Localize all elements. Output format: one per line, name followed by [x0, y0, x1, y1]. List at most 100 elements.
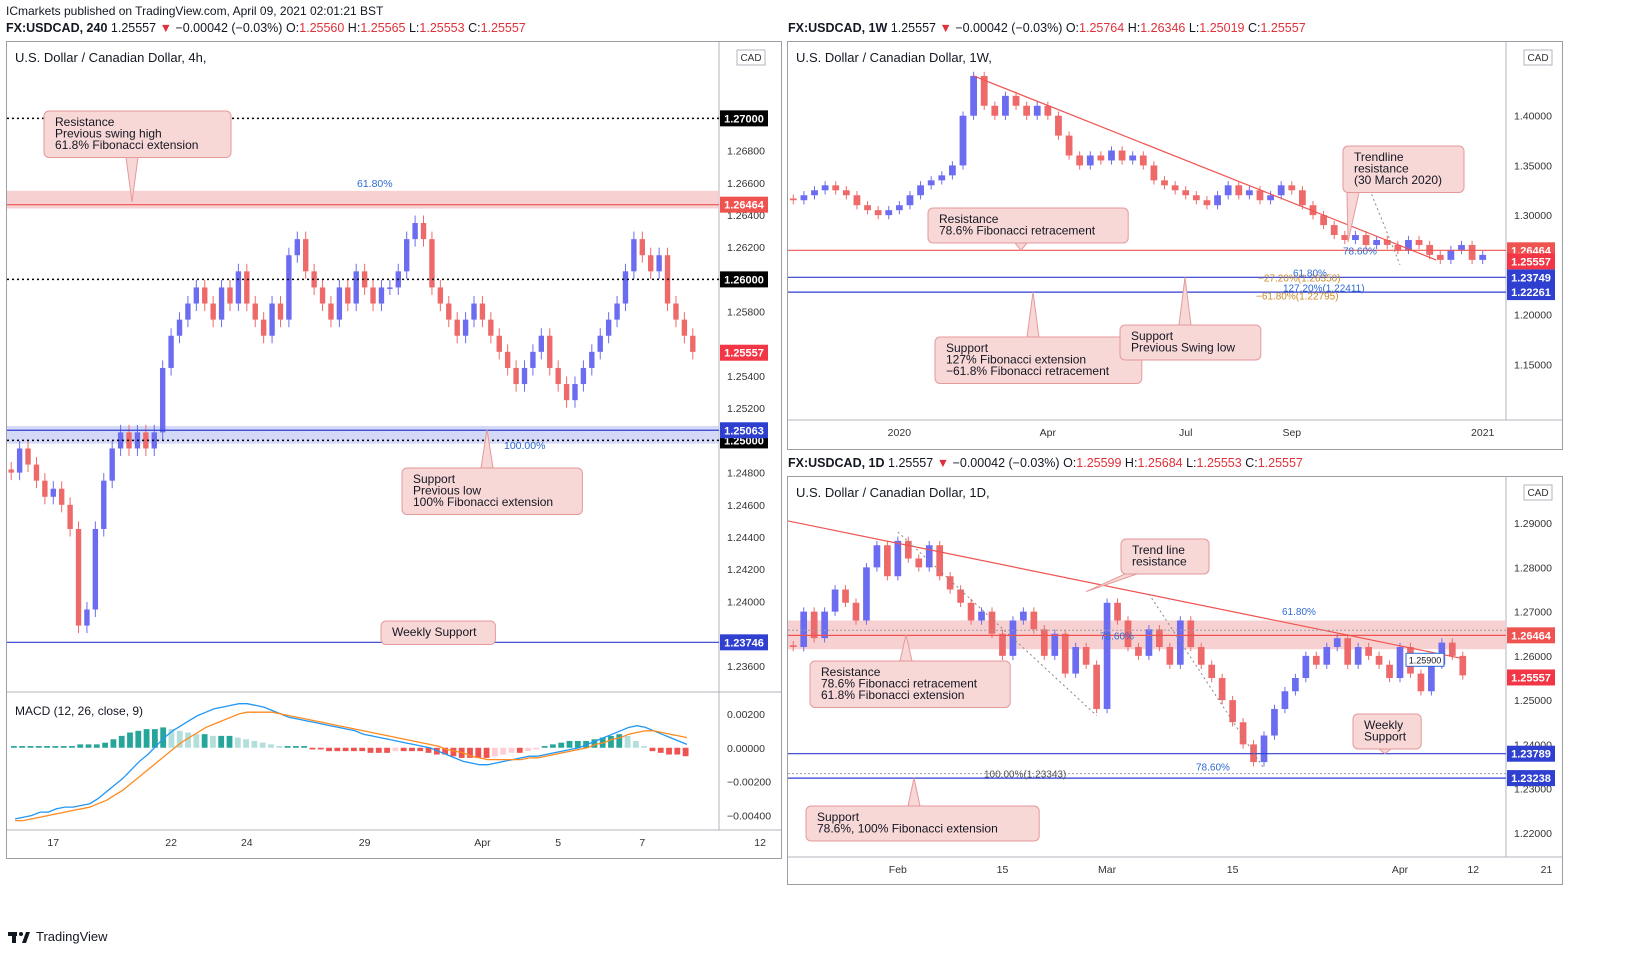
- candle-body: [1299, 190, 1306, 206]
- macd-hist-bar: [309, 747, 316, 750]
- candle-body: [1224, 185, 1232, 196]
- candle-body: [143, 432, 149, 449]
- macd-hist-bar: [508, 747, 515, 753]
- candle-body: [690, 335, 696, 352]
- candle-body: [885, 210, 893, 216]
- price-tag-box: [1405, 652, 1445, 667]
- weekly-support-callout-box: [1352, 713, 1422, 750]
- candle-body: [622, 271, 629, 304]
- macd-hist-bar: [268, 744, 274, 748]
- candle-body: [1415, 240, 1423, 245]
- level-price-tag-bg: [1507, 269, 1555, 286]
- x-tick-label: Apr: [1040, 427, 1057, 439]
- y-tick-label: 1.24800: [727, 468, 765, 480]
- candle-body: [1166, 647, 1174, 665]
- candle-body: [991, 105, 999, 116]
- h4-chart-svg[interactable]: 1.26800 1.26600 1.26400 1.26200 1.25800 1.254…: [7, 42, 781, 858]
- level-price-tag: 1.23238: [1511, 773, 1551, 785]
- candle-body: [1260, 735, 1268, 763]
- level-price-tag: 1.26464: [1511, 245, 1552, 257]
- macd-hist-bar: [77, 744, 84, 748]
- level-price-tag-bg: [720, 634, 768, 651]
- candle-body: [1277, 185, 1285, 196]
- support-callout-box: [401, 467, 583, 515]
- w1-chart-svg[interactable]: 1.40000 1.35000 1.30000 1.20000 1.15000 2020 A…: [788, 42, 1562, 449]
- level-price-tag-bg: [720, 422, 768, 439]
- x-tick-label: 7: [639, 837, 645, 849]
- macd-hist-bar: [127, 732, 133, 748]
- candle-body: [800, 611, 808, 648]
- candle-body: [353, 271, 359, 304]
- x-tick-label: 24: [241, 837, 253, 849]
- resistance-callout-line: 61.8% Fibonacci extension: [55, 138, 198, 152]
- candle-body: [1245, 190, 1253, 196]
- candle-body: [1051, 633, 1059, 656]
- w1-close: 1.25557: [1260, 21, 1306, 35]
- candle-body: [252, 303, 258, 320]
- candle-body: [547, 335, 553, 368]
- x-tick-label: 21: [1541, 864, 1553, 876]
- candle-body: [202, 287, 208, 304]
- swing-low-callout-pointer: [1178, 277, 1192, 326]
- fib-label: 78.60%: [1343, 246, 1377, 257]
- candle-body: [84, 609, 90, 626]
- fib-label: 127.20%(1.22411): [1283, 284, 1365, 295]
- candle-body: [938, 175, 946, 181]
- level-price-tag: 1.25063: [724, 425, 764, 437]
- d1-chart-panel[interactable]: 1.29000 1.28000 1.27000 1.26000 1.25000 1.240…: [787, 476, 1563, 885]
- candle-body: [957, 589, 964, 603]
- y-tick-label: 1.20000: [1514, 310, 1552, 322]
- macd-hist-bar: [276, 746, 283, 748]
- swing-low-callout-line: Support: [1131, 329, 1174, 343]
- y-tick-label: 1.30000: [1514, 210, 1552, 222]
- macd-hist-bar: [417, 747, 424, 752]
- macd-hist-bar: [243, 739, 249, 748]
- h4-chart-panel[interactable]: 1.26800 1.26600 1.26400 1.26200 1.25800 1.254…: [6, 41, 782, 859]
- candle-body: [1267, 195, 1274, 201]
- macd-hist-bar: [226, 735, 233, 748]
- d1-chart-svg[interactable]: 1.290001.280001.270001.260001.250001.240…: [788, 477, 1562, 884]
- macd-hist-bar: [500, 747, 507, 755]
- y-tick-label: 1.22000: [1514, 828, 1552, 840]
- level-price-tag-bg: [1507, 627, 1555, 644]
- macd-hist-bar: [616, 734, 623, 748]
- candle-body: [959, 115, 967, 166]
- macd-hist-bar: [102, 742, 109, 748]
- candle-body: [789, 198, 797, 201]
- y-tick-label: 1.24400: [727, 532, 765, 544]
- macd-hist-bar: [168, 729, 175, 748]
- candle-body: [811, 190, 818, 196]
- level-price-tag-bg: [1507, 284, 1555, 301]
- signal-line: [15, 711, 688, 822]
- candle-body: [1330, 225, 1338, 236]
- y-tick-label: 1.28000: [1514, 562, 1552, 574]
- x-tick-label: Sep: [1282, 427, 1301, 439]
- y-tick-label: 1.35000: [1514, 160, 1552, 172]
- w1-high: 1.26346: [1140, 21, 1186, 35]
- swing-low-callout-line: Previous Swing low: [1131, 341, 1235, 355]
- support-callout-line: Previous low: [413, 484, 481, 498]
- candle-body: [1281, 691, 1289, 709]
- candle-body: [471, 303, 477, 320]
- candle-body: [244, 271, 250, 304]
- candle-body: [370, 287, 376, 304]
- macd-hist-bar: [176, 730, 183, 748]
- candle-body: [1182, 190, 1190, 196]
- candle-body: [1292, 678, 1299, 692]
- macd-hist-bar: [201, 734, 208, 748]
- w1-low: 1.25019: [1199, 21, 1245, 35]
- level-price-tag: 1.26464: [1511, 630, 1552, 642]
- macd-hist-bar: [475, 747, 482, 758]
- candle-body: [831, 589, 839, 612]
- trendline-callout-line: Trendline: [1354, 150, 1404, 164]
- candle-body: [1082, 647, 1090, 665]
- h4-header: FX:USDCAD, 240 1.25557 ▼ −0.00042 (−0.03…: [6, 21, 526, 35]
- h4-symbol: FX:USDCAD, 240: [6, 21, 108, 35]
- w1-chart-panel[interactable]: 1.40000 1.35000 1.30000 1.20000 1.15000 2020 A…: [787, 41, 1563, 450]
- macd-hist-bar: [666, 747, 672, 755]
- tradingview-logo[interactable]: TradingView: [8, 929, 108, 944]
- x-tick-label: 22: [165, 837, 177, 849]
- candle-body: [185, 303, 191, 320]
- h4-high: 1.25565: [360, 21, 406, 35]
- candle-body: [589, 351, 595, 368]
